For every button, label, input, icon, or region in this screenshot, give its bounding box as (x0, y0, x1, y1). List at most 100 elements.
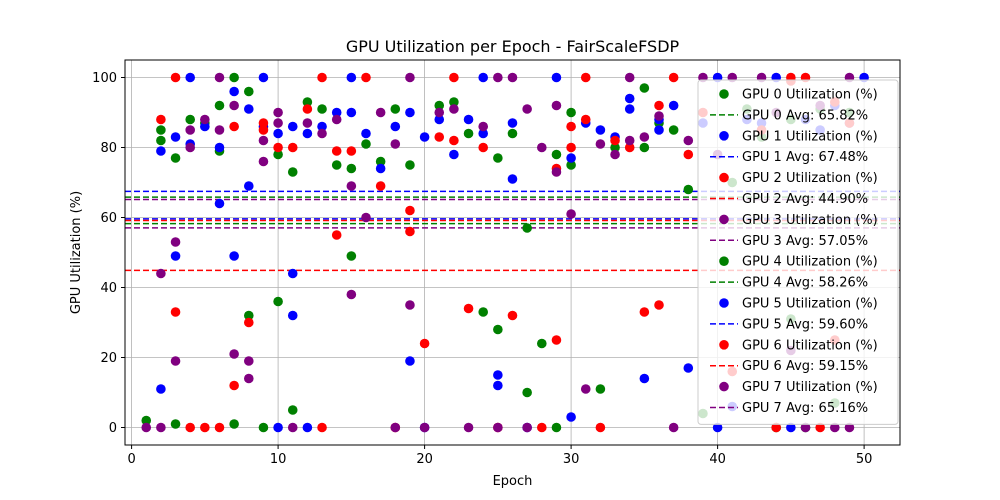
data-point (273, 149, 283, 160)
legend-marker (719, 131, 729, 141)
data-point (683, 149, 694, 160)
data-point (493, 72, 503, 83)
plot-frame (124, 59, 901, 446)
data-point (214, 72, 225, 83)
data-point (551, 335, 562, 345)
data-point (419, 132, 430, 142)
data-point (243, 356, 254, 366)
data-point (156, 268, 166, 279)
y-tick-label: 40 (100, 281, 117, 296)
data-point (639, 373, 650, 384)
x-tick-label: 0 (127, 452, 135, 467)
legend-label: GPU 5 Utilization (%) (742, 297, 878, 312)
data-point (375, 107, 386, 118)
data-point (361, 72, 371, 83)
data-point (654, 100, 664, 111)
x-tick-label: 50 (856, 452, 873, 467)
data-point (580, 384, 591, 394)
data-point (405, 160, 415, 170)
data-point (346, 72, 357, 83)
data-point (317, 422, 327, 433)
data-point (361, 128, 371, 139)
data-point (507, 310, 518, 321)
data-point (273, 118, 283, 128)
data-point (156, 422, 166, 433)
data-point (229, 419, 239, 429)
data-point (273, 422, 283, 433)
data-point (214, 125, 225, 135)
legend: GPU 0 Utilization (%) GPU 0 Avg: 65.82% GP… (697, 79, 899, 425)
data-point (185, 125, 195, 135)
data-point (478, 128, 488, 139)
data-point (551, 149, 562, 160)
data-point (800, 422, 811, 433)
data-point (375, 156, 386, 167)
data-point (551, 72, 562, 83)
data-point (434, 107, 445, 118)
data-point (844, 422, 855, 433)
data-point (610, 135, 620, 146)
data-point (595, 384, 606, 394)
data-point (507, 118, 518, 128)
axis-ticks: 0 10 20 30 40 50 0 20 40 60 80 100 (92, 71, 872, 467)
data-point (375, 181, 386, 191)
data-point (229, 72, 239, 83)
data-point (493, 153, 503, 163)
data-point (317, 104, 327, 114)
data-point (185, 114, 195, 125)
data-point (390, 104, 401, 114)
data-point (419, 338, 430, 349)
data-point (317, 128, 327, 139)
data-point (449, 135, 459, 146)
data-point (405, 300, 415, 310)
data-point (434, 114, 445, 125)
legend-marker (719, 381, 729, 392)
data-point (287, 167, 298, 177)
data-point (580, 114, 591, 125)
data-point (654, 125, 664, 135)
data-point (273, 296, 283, 307)
data-point (302, 97, 313, 107)
data-point (493, 380, 503, 391)
legend-label: GPU 4 Avg: 58.26% (742, 276, 868, 291)
data-point (258, 135, 269, 146)
data-point (624, 135, 635, 146)
data-point (493, 324, 503, 335)
data-point (463, 114, 474, 125)
data-point (493, 370, 503, 380)
data-point (243, 373, 254, 384)
data-point (522, 387, 532, 398)
data-point (331, 114, 342, 125)
data-point (566, 107, 576, 118)
data-point (214, 100, 225, 111)
data-point (185, 142, 195, 153)
data-point (141, 422, 152, 433)
data-point (537, 422, 547, 433)
data-point (566, 412, 576, 422)
data-point (522, 422, 532, 433)
data-point (449, 104, 459, 114)
data-point (405, 107, 415, 118)
data-point (302, 422, 313, 433)
data-point (624, 142, 635, 153)
y-tick-label: 20 (100, 351, 117, 366)
data-point (229, 121, 239, 132)
data-point (287, 405, 298, 415)
legend-label: GPU 5 Avg: 59.60% (742, 317, 868, 332)
data-point (229, 349, 239, 359)
data-point (287, 310, 298, 321)
data-point (683, 363, 694, 373)
data-point (200, 114, 210, 125)
data-point (170, 419, 181, 429)
data-point (786, 422, 796, 433)
data-point (830, 422, 840, 433)
y-tick-label: 100 (92, 71, 117, 86)
data-point (478, 72, 488, 83)
data-point (170, 356, 181, 366)
data-point (302, 118, 313, 128)
data-point (243, 310, 254, 321)
data-point (331, 146, 342, 156)
x-tick-label: 30 (563, 452, 580, 467)
data-point (639, 83, 650, 93)
data-point (668, 422, 679, 433)
